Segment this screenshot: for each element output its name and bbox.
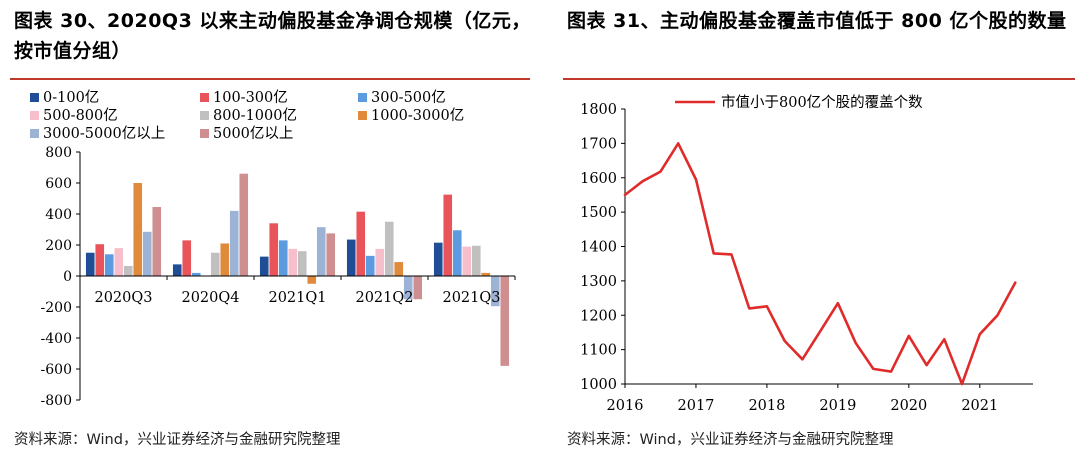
bar-category-label: 2020Q4 [181,290,239,306]
legend-label-5: 1000-3000亿 [371,107,464,124]
bar-2020Q4-5 [220,243,230,276]
line-y-tick-label: 1700 [580,136,617,152]
bar-chart: 0-100亿 100-300亿 300-500亿 500-800亿 800-1000亿 1… [30,89,516,409]
line-chart: 市值小于800亿个股的覆盖个数 1800 1700 1600 1500 1400 1300 1… [580,94,1033,414]
left-title-rule [10,78,530,80]
line-y-tick-label: 1300 [580,274,617,290]
bar-2020Q3-6 [142,231,152,276]
bar-2021Q1-3 [288,248,298,276]
bar-2021Q1-5 [307,276,317,284]
bar-2021Q2-6 [403,276,413,300]
bar-2021Q1-1 [269,223,279,276]
bar-2021Q3-5 [481,272,491,276]
bar-2020Q3-7 [152,207,162,276]
line-x-tick-label: 2021 [961,398,998,414]
line-x-tick-label: 2020 [890,398,927,414]
legend-swatch-6 [30,129,39,138]
bar-2020Q4-1 [182,240,192,276]
line-x-tick-label: 2018 [748,398,785,414]
bar-2020Q3-4 [123,265,133,276]
bar-y-tick-label: 200 [45,238,72,254]
bar-2020Q3-0 [85,252,95,276]
bar-category-label: 2020Q3 [94,290,152,306]
legend-swatch-4 [200,111,209,120]
bar-2021Q2-7 [413,276,423,300]
bar-2020Q3-3 [114,248,124,276]
legend-label-2: 300-500亿 [371,89,446,106]
right-source-note: 资料来源：Wind，兴业证券经济与金融研究院整理 [567,432,894,448]
left-chart-panel: 图表 30、2020Q3 以来主动偏股基金净调仓规模（亿元，按市值分组） 0-1… [10,10,530,448]
line-y-tick-label: 1400 [580,240,617,256]
bar-2020Q3-5 [133,183,143,276]
line-y-tick-label: 1200 [580,308,617,324]
bar-2021Q3-6 [490,276,500,307]
legend-swatch-7 [200,129,209,138]
legend-swatch-2 [358,93,367,102]
legend-label-6: 3000-5000亿以上 [43,125,165,142]
bar-2021Q2-1 [356,211,366,276]
left-chart-title: 图表 30、2020Q3 以来主动偏股基金净调仓规模（亿元，按市值分组） [14,10,531,62]
legend-swatch-0 [30,93,39,102]
right-chart-panel: 图表 31、主动偏股基金覆盖市值低于 800 亿个股的数量 市值小于800亿个股… [555,0,1080,466]
bar-y-tick-label: -400 [41,331,72,347]
line-y-tick-label: 1800 [580,102,617,118]
bar-2020Q4-4 [210,252,220,276]
right-chart-title: 图表 31、主动偏股基金覆盖市值低于 800 亿个股的数量 [567,10,1067,32]
bar-2020Q3-2 [104,254,114,276]
bar-2021Q1-7 [326,233,336,276]
line-y-tick-label: 1000 [580,377,617,393]
bar-2020Q3-1 [95,244,105,276]
bar-2020Q4-6 [229,210,239,276]
bar-2021Q3-3 [462,246,472,276]
legend-label-7: 5000亿以上 [213,125,293,142]
bar-2021Q2-5 [394,262,404,276]
bar-y-tick-label: -800 [41,393,72,409]
right-title-rule [563,78,1075,80]
legend-label-1: 100-300亿 [213,89,288,106]
bar-2021Q2-0 [346,239,356,276]
line-y-tick-label: 1600 [580,171,617,187]
bar-category-label: 2021Q3 [442,290,500,306]
legend-swatch-3 [30,111,39,120]
bar-2021Q3-7 [500,276,510,366]
line-x-tick-label: 2016 [607,398,644,414]
bar-category-label: 2021Q1 [268,290,326,306]
line-y-tick-label: 1500 [580,205,617,221]
bar-y-tick-label: 0 [63,269,72,285]
legend-label-0: 0-100亿 [43,89,99,106]
line-y-tick-label: 1100 [580,343,617,359]
bar-2021Q1-2 [278,240,288,276]
bar-2021Q1-0 [259,256,269,276]
bar-y-tick-label: 600 [45,176,72,192]
legend-swatch-1 [200,93,209,102]
bar-2021Q1-6 [316,227,326,276]
bar-2021Q2-3 [375,248,385,276]
bar-2021Q2-2 [365,255,375,276]
left-source-note: 资料来源：Wind，兴业证券经济与金融研究院整理 [14,432,341,448]
legend-swatch-5 [358,111,367,120]
legend-label-4: 800-1000亿 [213,107,297,124]
bar-2020Q4-7 [239,173,249,276]
bar-2020Q4-0 [172,264,182,276]
bar-2021Q3-1 [443,194,453,276]
line-x-tick-label: 2017 [678,398,715,414]
bar-y-tick-label: -200 [41,300,72,316]
legend-label-3: 500-800亿 [43,107,118,124]
bar-y-tick-label: 800 [45,145,72,161]
line-series-coverage [623,142,1017,386]
bar-2021Q3-0 [433,242,443,276]
line-x-tick-label: 2019 [819,398,856,414]
bar-y-tick-label: -600 [41,362,72,378]
bar-category-label: 2021Q2 [355,290,413,306]
line-legend-label: 市值小于800亿个股的覆盖个数 [721,94,923,111]
bar-2021Q3-2 [452,230,462,276]
bar-2021Q2-4 [384,221,394,276]
bar-2021Q1-4 [297,251,307,276]
bar-2020Q4-2 [191,272,201,276]
bar-2021Q3-4 [471,245,481,276]
bar-y-tick-label: 400 [45,207,72,223]
